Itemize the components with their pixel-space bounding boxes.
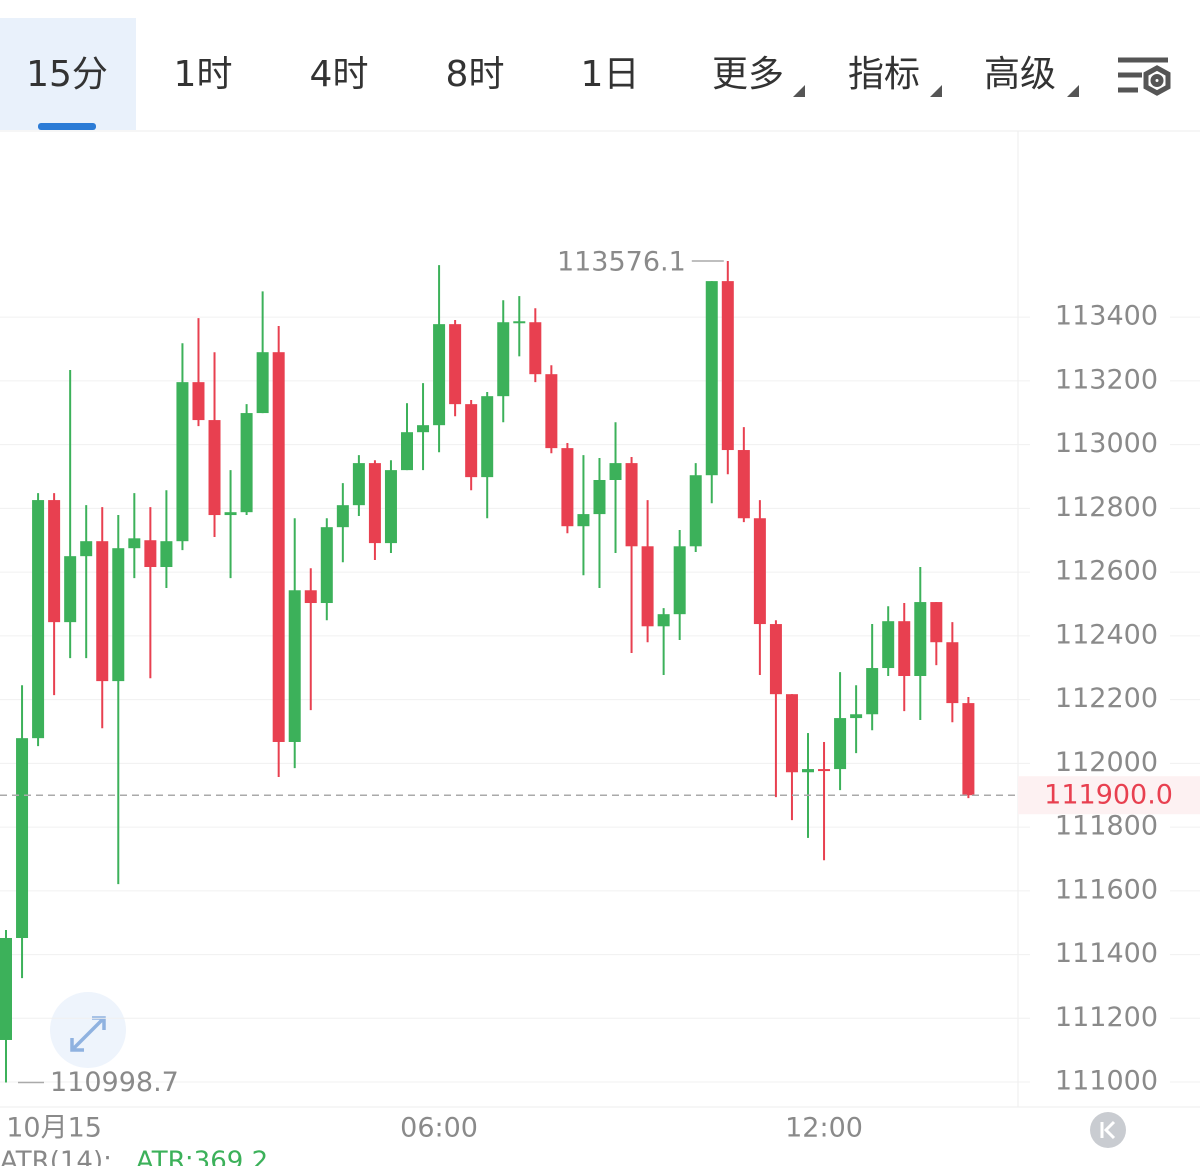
candle-body xyxy=(224,512,237,516)
candle-body xyxy=(272,352,285,742)
candle-body xyxy=(593,479,606,515)
candle-body xyxy=(401,432,413,471)
tab[interactable]: 8时 xyxy=(446,54,505,95)
candle-body xyxy=(737,450,750,519)
candle-body xyxy=(545,374,558,449)
active-tab-indicator xyxy=(38,123,96,130)
candle-body xyxy=(657,614,670,627)
candle-body xyxy=(176,382,189,542)
y-tick-label: 111600 xyxy=(1055,874,1158,905)
candle-body xyxy=(320,527,333,604)
x-tick-label: 06:00 xyxy=(400,1113,478,1144)
candle-body xyxy=(352,463,365,506)
candle-body xyxy=(256,352,269,414)
candle-body xyxy=(753,518,766,625)
tab[interactable]: 1日 xyxy=(581,54,640,95)
candle-body xyxy=(16,738,29,938)
candle-body xyxy=(866,668,879,715)
candle-body xyxy=(336,505,349,528)
candle-body xyxy=(368,463,381,544)
tab[interactable]: 更多 xyxy=(712,54,784,95)
candle-body xyxy=(625,463,638,547)
candle-body xyxy=(689,475,702,547)
tab[interactable]: 15分 xyxy=(26,54,108,95)
candle-body xyxy=(673,546,686,615)
expand-button[interactable] xyxy=(50,992,126,1068)
candle-body xyxy=(834,718,847,770)
y-tick-label: 113200 xyxy=(1055,364,1158,395)
y-tick-label: 112400 xyxy=(1055,619,1158,650)
candle-body xyxy=(882,621,895,669)
last-price-bg xyxy=(1018,776,1200,815)
y-tick-label: 113400 xyxy=(1055,301,1158,332)
candle-body xyxy=(529,322,542,375)
candle-body xyxy=(946,642,959,704)
tab[interactable]: 指标 xyxy=(848,54,920,95)
candle-body xyxy=(705,281,718,476)
candle-body xyxy=(449,324,462,405)
y-tick-label: 112600 xyxy=(1055,556,1158,587)
candle-body xyxy=(384,470,397,544)
candle-body xyxy=(930,602,943,643)
candle-body xyxy=(721,281,734,451)
x-tick-label: 12:00 xyxy=(785,1113,863,1144)
low-marker-label: 110998.7 xyxy=(50,1067,179,1098)
y-tick-label: 113000 xyxy=(1055,428,1158,459)
y-tick-label: 112200 xyxy=(1055,683,1158,714)
indicator-name: ATR(14): xyxy=(0,1147,112,1166)
y-tick-label: 112000 xyxy=(1055,747,1158,778)
high-marker-label: 113576.1 xyxy=(557,247,686,278)
candle-body xyxy=(0,937,12,1040)
candle-body xyxy=(785,694,798,773)
candle-body xyxy=(240,413,253,513)
tab[interactable]: 4时 xyxy=(310,54,369,95)
active-tab-bg xyxy=(0,18,136,130)
candle-body xyxy=(641,546,654,627)
candle-body xyxy=(128,538,141,549)
candle-body xyxy=(433,324,446,426)
candle-body xyxy=(497,322,510,397)
y-tick-label: 112800 xyxy=(1055,492,1158,523)
y-tick-label: 111200 xyxy=(1055,1002,1158,1033)
candle-body xyxy=(561,448,574,527)
candle-body xyxy=(769,624,782,695)
scroll-end-icon xyxy=(1100,1120,1116,1140)
candle-body xyxy=(32,500,45,739)
y-tick-label: 111800 xyxy=(1055,811,1158,842)
candle-body xyxy=(481,396,494,478)
candle-body xyxy=(609,463,622,480)
candle-body xyxy=(144,540,157,568)
candle-body xyxy=(962,703,975,796)
x-tick-label: 10月15 xyxy=(6,1113,102,1144)
candle-body xyxy=(304,590,317,604)
candle-body xyxy=(850,714,863,719)
candle-body xyxy=(914,602,927,677)
candle-body xyxy=(577,514,590,527)
y-tick-label: 111400 xyxy=(1055,938,1158,969)
candle-body xyxy=(513,321,526,324)
candle-body xyxy=(80,541,93,557)
candle-body xyxy=(465,404,478,478)
candle-body xyxy=(48,500,61,623)
candle-body xyxy=(802,769,814,773)
tab[interactable]: 1时 xyxy=(174,54,233,95)
candle-body xyxy=(288,590,301,742)
candle-body xyxy=(818,769,831,772)
candle-body xyxy=(192,382,205,421)
settings-icon[interactable] xyxy=(1118,57,1171,96)
candle-body xyxy=(208,420,221,516)
last-price-label: 111900.0 xyxy=(1044,780,1173,811)
tab[interactable]: 高级 xyxy=(984,54,1056,95)
candle-body xyxy=(112,548,125,682)
dropdown-arrows xyxy=(793,85,1079,97)
candle-body xyxy=(160,541,173,568)
candle-body xyxy=(96,541,109,682)
candle-body xyxy=(898,621,911,677)
candle-body xyxy=(417,425,430,433)
candle-body xyxy=(64,556,77,623)
y-tick-label: 111000 xyxy=(1055,1066,1158,1097)
indicator-value: ATR:369.2 xyxy=(136,1147,268,1166)
